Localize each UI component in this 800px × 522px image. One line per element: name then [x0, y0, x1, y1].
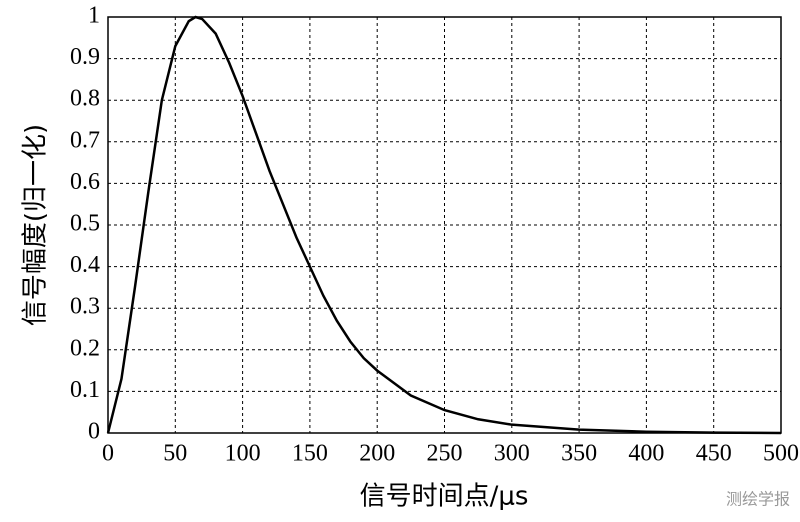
- y-tick-label: 0.2: [70, 335, 100, 361]
- x-tick-label: 400: [628, 441, 664, 467]
- y-tick-label: 0.6: [70, 169, 100, 195]
- y-tick-label: 0.7: [70, 127, 100, 153]
- x-tick-label: 150: [292, 441, 328, 467]
- x-tick-label: 200: [359, 441, 395, 467]
- plot-frame: [107, 16, 782, 434]
- y-tick-label: 0.3: [70, 294, 100, 320]
- y-tick-label: 0.1: [70, 377, 100, 403]
- line: [106, 15, 782, 435]
- x-tick-label: 350: [561, 441, 597, 467]
- y-tick-label: 0: [88, 419, 100, 445]
- x-tick-label: 500: [763, 441, 799, 467]
- y-tick-label: 0.5: [70, 211, 100, 237]
- y-tick-label: 1: [88, 3, 100, 29]
- watermark: 测绘学报: [726, 490, 790, 509]
- y-tick-label: 0.8: [70, 86, 100, 112]
- x-tick-label: 0: [102, 441, 114, 467]
- y-axis-label: 信号幅度(归一化): [21, 124, 51, 326]
- x-tick-label: 300: [494, 441, 530, 467]
- x-tick-label: 50: [163, 441, 187, 467]
- x-axis-label: 信号时间点/μs: [360, 482, 529, 512]
- y-tick-label: 0.9: [70, 44, 100, 70]
- x-tick-label: 100: [225, 441, 261, 467]
- x-tick-label: 250: [427, 441, 463, 467]
- y-tick-label: 0.4: [70, 252, 100, 278]
- x-tick-label: 450: [696, 441, 732, 467]
